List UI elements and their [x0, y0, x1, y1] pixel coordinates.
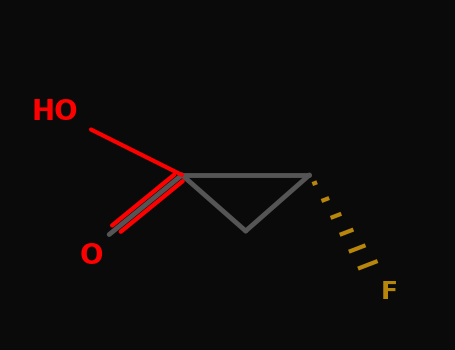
Text: HO: HO [31, 98, 78, 126]
Text: O: O [79, 241, 103, 270]
Text: F: F [380, 280, 398, 304]
